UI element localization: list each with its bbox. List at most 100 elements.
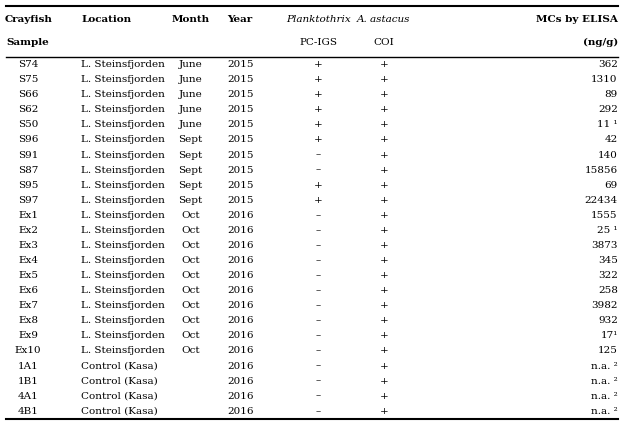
Text: 2016: 2016 xyxy=(227,271,253,280)
Text: Ex7: Ex7 xyxy=(18,301,38,310)
Text: A. astacus: A. astacus xyxy=(357,14,411,24)
Text: +: + xyxy=(314,135,323,145)
Text: +: + xyxy=(379,105,388,114)
Text: +: + xyxy=(379,135,388,145)
Text: 322: 322 xyxy=(598,271,618,280)
Text: L. Steinsfjorden: L. Steinsfjorden xyxy=(81,90,165,99)
Text: S62: S62 xyxy=(18,105,38,114)
Text: 140: 140 xyxy=(598,151,618,159)
Text: Sept: Sept xyxy=(178,181,202,190)
Text: 17¹: 17¹ xyxy=(600,331,618,341)
Text: 42: 42 xyxy=(605,135,618,145)
Text: 2016: 2016 xyxy=(227,226,253,235)
Text: Ex3: Ex3 xyxy=(18,241,38,250)
Text: 2016: 2016 xyxy=(227,392,253,401)
Text: Control (Kasa): Control (Kasa) xyxy=(81,392,158,401)
Text: +: + xyxy=(379,241,388,250)
Text: S96: S96 xyxy=(18,135,38,145)
Text: S87: S87 xyxy=(18,166,38,175)
Text: 69: 69 xyxy=(605,181,618,190)
Text: Year: Year xyxy=(228,14,253,24)
Text: Sept: Sept xyxy=(178,166,202,175)
Text: L. Steinsfjorden: L. Steinsfjorden xyxy=(81,286,165,295)
Text: 2016: 2016 xyxy=(227,346,253,355)
Text: –: – xyxy=(316,286,321,295)
Text: –: – xyxy=(316,166,321,175)
Text: 2016: 2016 xyxy=(227,286,253,295)
Text: Crayfish: Crayfish xyxy=(4,14,52,24)
Text: 2015: 2015 xyxy=(227,60,253,69)
Text: +: + xyxy=(379,301,388,310)
Text: 2015: 2015 xyxy=(227,151,253,159)
Text: +: + xyxy=(379,151,388,159)
Text: +: + xyxy=(379,121,388,129)
Text: +: + xyxy=(379,211,388,220)
Text: Oct: Oct xyxy=(181,286,200,295)
Text: S97: S97 xyxy=(18,196,38,205)
Text: Oct: Oct xyxy=(181,211,200,220)
Text: 4B1: 4B1 xyxy=(17,407,39,416)
Text: L. Steinsfjorden: L. Steinsfjorden xyxy=(81,256,165,265)
Text: +: + xyxy=(379,362,388,371)
Text: –: – xyxy=(316,346,321,355)
Text: +: + xyxy=(379,316,388,325)
Text: 1B1: 1B1 xyxy=(17,376,39,386)
Text: 2016: 2016 xyxy=(227,331,253,341)
Text: Oct: Oct xyxy=(181,226,200,235)
Text: –: – xyxy=(316,407,321,416)
Text: 345: 345 xyxy=(598,256,618,265)
Text: S95: S95 xyxy=(18,181,38,190)
Text: +: + xyxy=(379,226,388,235)
Text: L. Steinsfjorden: L. Steinsfjorden xyxy=(81,211,165,220)
Text: 25 ¹: 25 ¹ xyxy=(597,226,618,235)
Text: Sept: Sept xyxy=(178,151,202,159)
Text: L. Steinsfjorden: L. Steinsfjorden xyxy=(81,105,165,114)
Text: Oct: Oct xyxy=(181,256,200,265)
Text: +: + xyxy=(379,75,388,84)
Text: 1555: 1555 xyxy=(592,211,618,220)
Text: +: + xyxy=(379,166,388,175)
Text: June: June xyxy=(178,121,202,129)
Text: 2016: 2016 xyxy=(227,362,253,371)
Text: Ex10: Ex10 xyxy=(15,346,41,355)
Text: +: + xyxy=(314,105,323,114)
Text: 89: 89 xyxy=(605,90,618,99)
Text: June: June xyxy=(178,75,202,84)
Text: –: – xyxy=(316,271,321,280)
Text: 2016: 2016 xyxy=(227,301,253,310)
Text: Sample: Sample xyxy=(7,38,49,47)
Text: Month: Month xyxy=(171,14,210,24)
Text: –: – xyxy=(316,316,321,325)
Text: Ex9: Ex9 xyxy=(18,331,38,341)
Text: Ex2: Ex2 xyxy=(18,226,38,235)
Text: 1A1: 1A1 xyxy=(17,362,39,371)
Text: L. Steinsfjorden: L. Steinsfjorden xyxy=(81,331,165,341)
Text: +: + xyxy=(379,407,388,416)
Text: –: – xyxy=(316,211,321,220)
Text: Oct: Oct xyxy=(181,316,200,325)
Text: Sept: Sept xyxy=(178,135,202,145)
Text: S50: S50 xyxy=(18,121,38,129)
Text: L. Steinsfjorden: L. Steinsfjorden xyxy=(81,121,165,129)
Text: L. Steinsfjorden: L. Steinsfjorden xyxy=(81,181,165,190)
Text: June: June xyxy=(178,105,202,114)
Text: 3982: 3982 xyxy=(592,301,618,310)
Text: 2015: 2015 xyxy=(227,166,253,175)
Text: L. Steinsfjorden: L. Steinsfjorden xyxy=(81,226,165,235)
Text: Sept: Sept xyxy=(178,196,202,205)
Text: –: – xyxy=(316,241,321,250)
Text: 2016: 2016 xyxy=(227,316,253,325)
Text: –: – xyxy=(316,331,321,341)
Text: 3873: 3873 xyxy=(592,241,618,250)
Text: Oct: Oct xyxy=(181,331,200,341)
Text: 4A1: 4A1 xyxy=(17,392,39,401)
Text: –: – xyxy=(316,226,321,235)
Text: –: – xyxy=(316,376,321,386)
Text: –: – xyxy=(316,362,321,371)
Text: 2015: 2015 xyxy=(227,90,253,99)
Text: n.a. ²: n.a. ² xyxy=(591,376,618,386)
Text: 1310: 1310 xyxy=(592,75,618,84)
Text: Ex6: Ex6 xyxy=(18,286,38,295)
Text: +: + xyxy=(314,60,323,69)
Text: L. Steinsfjorden: L. Steinsfjorden xyxy=(81,75,165,84)
